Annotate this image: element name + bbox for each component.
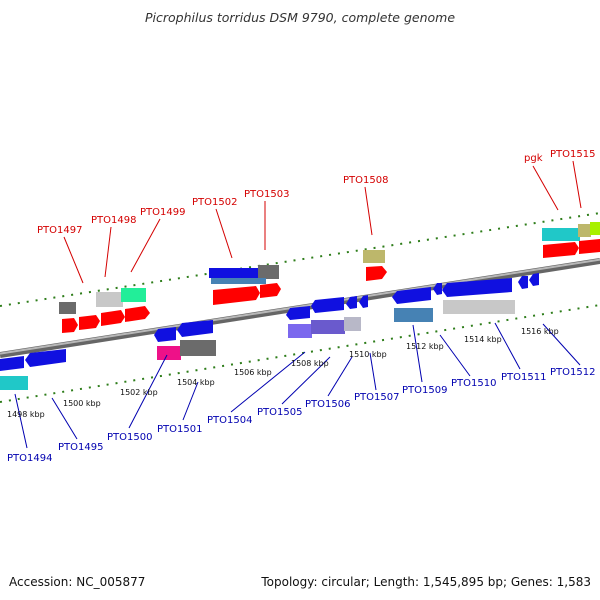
gene-arrow — [177, 320, 213, 337]
gene-label[interactable]: PTO1511 — [501, 372, 546, 383]
gene-arrow — [79, 315, 100, 330]
gene-label[interactable]: PTO1500 — [107, 432, 152, 443]
gene-block — [180, 340, 216, 356]
map-title: Picrophilus torridus DSM 9790, complete … — [145, 10, 455, 25]
gene-block — [211, 278, 266, 284]
gene-arrow — [518, 276, 528, 289]
gene-label[interactable]: PTO1498 — [91, 215, 136, 226]
gene-block — [578, 224, 591, 237]
leader-lines-bottom — [14, 322, 581, 449]
gene-label[interactable]: PTO1494 — [7, 453, 52, 464]
gene-label[interactable]: PTO1505 — [257, 407, 302, 418]
gene-arrow — [213, 286, 260, 305]
outer-dotted-line — [0, 212, 600, 307]
ruler-tick-label: 1508 kbp — [291, 359, 329, 368]
gene-block — [121, 288, 146, 302]
gene-arrow — [442, 278, 512, 297]
gene-label[interactable]: PTO1499 — [140, 207, 185, 218]
gene-block — [288, 324, 312, 338]
gene-block — [0, 376, 28, 390]
accession-text: Accession: NC_005877 — [9, 575, 145, 589]
gene-label[interactable]: PTO1502 — [192, 197, 237, 208]
ruler-tick-label: 1498 kbp — [7, 410, 45, 419]
gene-arrow — [579, 239, 600, 254]
ruler-tick-label: 1504 kbp — [177, 378, 215, 387]
gene-arrow — [0, 356, 24, 371]
gene-block — [157, 346, 181, 360]
gene-block — [363, 250, 385, 263]
gene-arrow — [529, 273, 539, 286]
gene-arrow — [25, 349, 66, 367]
gene-label[interactable]: PTO1504 — [207, 415, 252, 426]
ruler-tick-label: 1516 kbp — [521, 327, 559, 336]
gene-arrow — [433, 283, 442, 295]
reverse-strand-genes — [0, 273, 539, 390]
gene-label[interactable]: PTO1495 — [58, 442, 103, 453]
gene-block — [311, 320, 345, 334]
ruler-tick-label: 1510 kbp — [349, 350, 387, 359]
ruler-tick-label: 1514 kbp — [464, 335, 502, 344]
gene-label[interactable]: PTO1501 — [157, 424, 202, 435]
gene-block — [344, 317, 361, 331]
ruler-tick-label: 1502 kbp — [120, 388, 158, 397]
gene-label[interactable]: PTO1497 — [37, 225, 82, 236]
gene-arrow — [392, 287, 431, 304]
gene-block — [542, 228, 580, 241]
gene-arrow — [366, 266, 387, 281]
gene-block — [590, 222, 600, 235]
gene-block — [394, 308, 433, 322]
dotted-guide-lines — [0, 212, 600, 403]
gene-label[interactable]: PTO1512 — [550, 367, 595, 378]
gene-labels-bottom: PTO1494 PTO1495 PTO1500 PTO1501 PTO1504 … — [7, 367, 595, 464]
ruler-tick-label: 1500 kbp — [63, 399, 101, 408]
gene-arrow — [543, 242, 579, 258]
ruler-labels: 1498 kbp 1500 kbp 1502 kbp 1504 kbp 1506… — [7, 327, 559, 419]
gene-label[interactable]: PTO1509 — [402, 385, 447, 396]
gene-arrow — [359, 295, 368, 308]
gene-block — [209, 268, 259, 278]
gene-arrow — [346, 296, 357, 309]
gene-block — [443, 300, 515, 314]
gene-label[interactable]: PTO1510 — [451, 378, 496, 389]
gene-block — [59, 302, 76, 314]
gene-label[interactable]: PTO1506 — [305, 399, 350, 410]
gene-arrow — [125, 306, 150, 322]
gene-arrow — [154, 327, 176, 342]
gene-arrow — [260, 283, 281, 298]
gene-arrow — [62, 318, 78, 333]
ruler-tick-label: 1506 kbp — [234, 368, 272, 377]
gene-label[interactable]: PTO1515 — [550, 149, 595, 160]
gene-labels-top: PTO1497 PTO1498 PTO1499 PTO1502 PTO1503 … — [37, 149, 595, 236]
gene-label[interactable]: PTO1508 — [343, 175, 388, 186]
forward-strand-genes — [59, 222, 600, 333]
gene-label[interactable]: PTO1507 — [354, 392, 399, 403]
gene-label[interactable]: pgk — [524, 153, 543, 164]
ruler-tick-label: 1512 kbp — [406, 342, 444, 351]
gene-arrow — [286, 306, 310, 320]
gene-block — [258, 265, 279, 279]
genome-summary-text: Topology: circular; Length: 1,545,895 bp… — [260, 575, 591, 589]
gene-arrow — [101, 310, 125, 326]
gene-label[interactable]: PTO1503 — [244, 189, 289, 200]
gene-arrow — [311, 297, 344, 313]
leader-lines-top — [63, 160, 582, 284]
gene-block — [96, 292, 123, 307]
